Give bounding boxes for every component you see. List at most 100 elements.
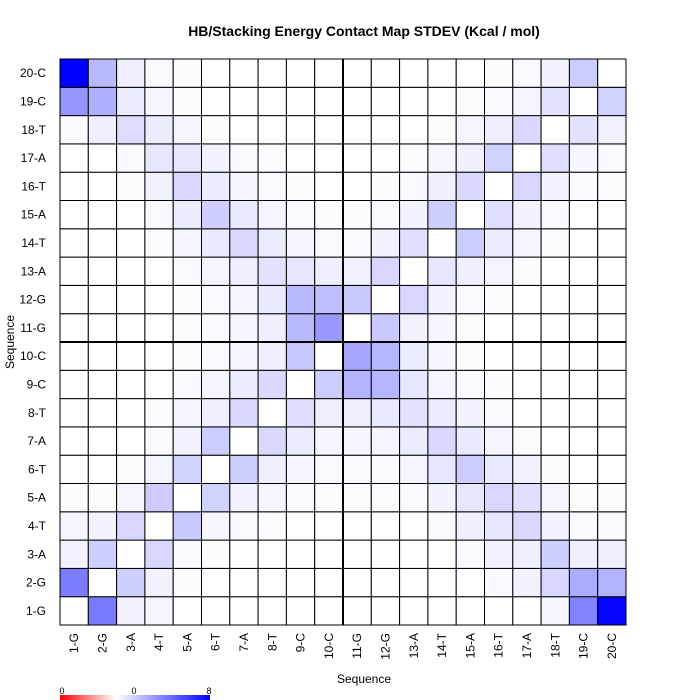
heatmap-cell-12-G-11-G [370,313,401,343]
heatmap-cell-5-A-19-C [172,86,202,117]
heatmap-cell-19-C-18-T [568,115,599,145]
heatmap-cell-14-T-14-T [427,228,457,258]
heatmap-cell-3-A-17-A [116,143,146,173]
heatmap-cell-9-C-13-A [285,256,316,286]
heatmap-cell-15-A-10-C [455,341,486,371]
heatmap-cell-18-T-14-T [540,228,570,258]
heatmap-cell-20-C-9-C [597,369,627,400]
heatmap-cell-1-G-14-T [59,228,89,258]
heatmap-cell-10-C-2-G [314,567,344,598]
heatmap-cell-3-A-1-G [116,596,146,626]
y-tick-label-1-G: 1-G [26,604,46,618]
heatmap-cell-4-T-9-C [144,369,174,400]
heatmap-cell-8-T-17-A [257,143,287,173]
heatmap-cell-14-T-12-G [427,284,457,315]
heatmap-cell-7-A-6-T [229,454,259,485]
heatmap-cell-16-T-10-C [484,341,514,371]
heatmap-cell-6-T-2-G [201,567,231,598]
heatmap-cell-1-G-6-T [59,454,89,485]
scale-max-label: 8 [206,686,211,696]
heatmap-cell-4-T-6-T [144,454,174,485]
heatmap-cell-2-G-17-A [87,143,118,173]
x-tick-label-18-T: 18-T [548,632,562,657]
heatmap-cell-9-C-9-C [285,369,316,400]
heatmap-cell-19-C-16-T [568,171,599,201]
heatmap-cell-14-T-15-A [427,200,457,230]
heatmap-cell-20-C-19-C [597,86,627,117]
heatmap-cell-5-A-2-G [172,567,202,598]
heatmap-cell-20-C-4-T [597,511,627,541]
heatmap-cell-5-A-9-C [172,369,202,400]
heatmap-cell-14-T-13-A [427,256,457,286]
x-tick-label-10-C: 10-C [322,633,336,659]
heatmap-cell-6-T-10-C [201,341,231,371]
y-tick-label-4-T: 4-T [28,519,47,533]
heatmap-cell-2-G-18-T [87,115,118,145]
heatmap-cell-19-C-12-G [568,284,599,315]
heatmap-cell-17-A-17-A [512,143,542,173]
heatmap-cell-11-G-4-T [342,511,372,541]
heatmap-cell-15-A-11-G [455,313,486,343]
heatmap-cell-1-G-13-A [59,256,89,286]
heatmap-cell-4-T-12-G [144,284,174,315]
heatmap-cell-15-A-2-G [455,567,486,598]
heatmap-cell-5-A-11-G [172,313,202,343]
heatmap-cell-8-T-2-G [257,567,287,598]
heatmap-cell-7-A-18-T [229,115,259,145]
heatmap-cell-15-A-16-T [455,171,486,201]
heatmap-cell-7-A-11-G [229,313,259,343]
heatmap-cell-15-A-18-T [455,115,486,145]
heatmap-cell-18-T-11-G [540,313,570,343]
heatmap-cell-11-G-9-C [342,369,372,400]
heatmap-cell-5-A-18-T [172,115,202,145]
heatmap-cell-2-G-19-C [87,86,118,117]
heatmap-cell-19-C-7-A [568,426,599,456]
heatmap-cell-16-T-1-G [484,596,514,626]
heatmap-cell-14-T-19-C [427,86,457,117]
heatmap-cell-10-C-6-T [314,454,344,485]
heatmap-cell-7-A-12-G [229,284,259,315]
heatmap-cell-18-T-8-T [540,398,570,428]
heatmap-cell-12-G-1-G [370,596,401,626]
heatmap-cell-20-C-17-A [597,143,627,173]
heatmap-cell-19-C-11-G [568,313,599,343]
heatmap-cell-5-A-17-A [172,143,202,173]
x-tick-label-20-C: 20-C [605,633,619,659]
heatmap-cell-10-C-5-A [314,483,344,513]
heatmap-cell-18-T-6-T [540,454,570,485]
heatmap-cell-17-A-1-G [512,596,542,626]
heatmap-cell-9-C-14-T [285,228,316,258]
heatmap-cell-2-G-3-A [87,539,118,569]
heatmap-cell-9-C-10-C [285,341,316,371]
heatmap-cell-16-T-2-G [484,567,514,598]
heatmap-cell-7-A-8-T [229,398,259,428]
heatmap-cell-7-A-13-A [229,256,259,286]
heatmap-cell-19-C-4-T [568,511,599,541]
heatmap-cell-20-C-7-A [597,426,627,456]
heatmap-cell-2-G-12-G [87,284,118,315]
heatmap-cell-20-C-10-C [597,341,627,371]
x-tick-label-7-A: 7-A [237,633,251,652]
heatmap-cell-10-C-18-T [314,115,344,145]
scale-min-label: 0 [59,686,64,696]
heatmap-cell-4-T-7-A [144,426,174,456]
heatmap-cell-19-C-1-G [568,596,599,626]
heatmap-cell-15-A-15-A [455,200,486,230]
heatmap-cell-7-A-17-A [229,143,259,173]
heatmap-cell-3-A-6-T [116,454,146,485]
heatmap-cell-11-G-16-T [342,171,372,201]
x-tick-label-16-T: 16-T [492,632,506,657]
y-tick-label-10-C: 10-C [20,349,46,363]
x-tick-label-9-C: 9-C [294,633,308,653]
heatmap-cell-11-G-1-G [342,596,372,626]
heatmap-cell-2-G-13-A [87,256,118,286]
heatmap-cell-16-T-17-A [484,143,514,173]
heatmap-cell-11-G-10-C [342,341,372,371]
heatmap-cell-4-T-8-T [144,398,174,428]
heatmap-cell-19-C-10-C [568,341,599,371]
heatmap-cell-3-A-11-G [116,313,146,343]
heatmap-cell-10-C-3-A [314,539,344,569]
heatmap-cell-13-A-13-A [399,256,429,286]
heatmap-cell-10-C-13-A [314,256,344,286]
heatmap-cell-4-T-19-C [144,86,174,117]
